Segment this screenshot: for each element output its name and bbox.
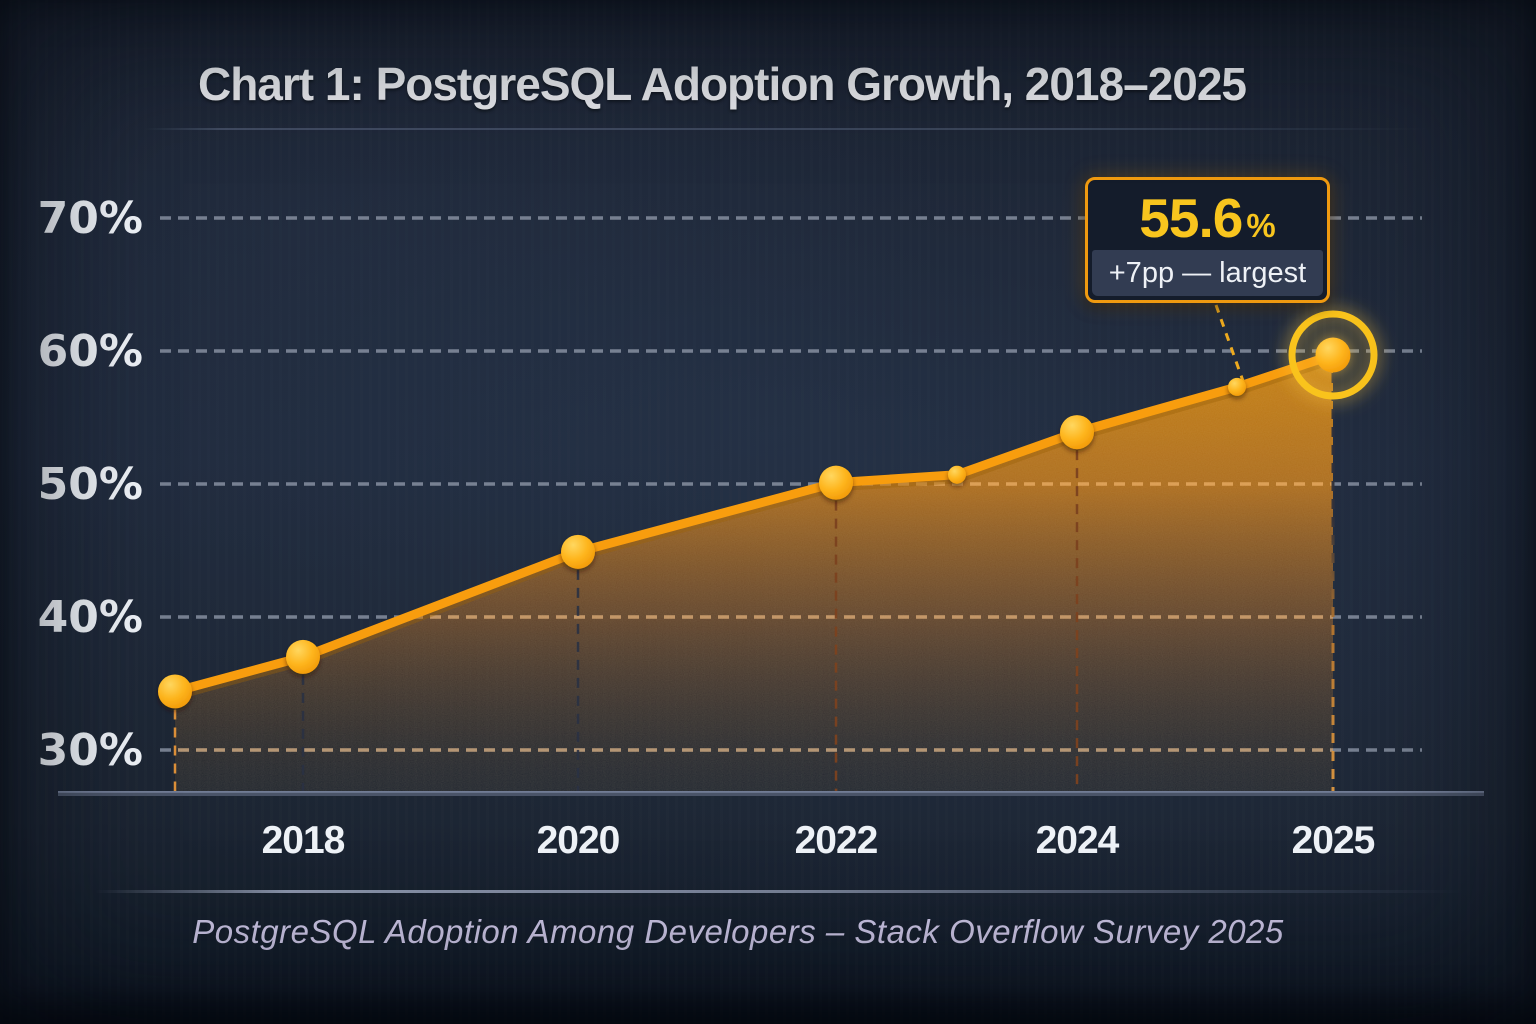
callout: 55.6 % +7pp — largest — [1085, 177, 1330, 303]
y-axis-tick-label: 60% — [38, 326, 143, 377]
callout-value-row: 55.6 % — [1088, 180, 1327, 252]
data-point — [158, 674, 192, 709]
y-axis-tick-label: 40% — [38, 592, 143, 643]
callout-note: +7pp — largest — [1092, 250, 1323, 296]
highlight-ring — [1288, 310, 1378, 400]
data-point — [286, 639, 320, 674]
x-axis-tick-label: 2022 — [795, 819, 878, 862]
axis-baseline — [58, 791, 1484, 796]
data-point-small — [948, 465, 966, 484]
axis-baseline-highlight — [58, 791, 1484, 793]
x-axis-tick-label: 2024 — [1036, 819, 1120, 862]
callout-unit: % — [1246, 207, 1276, 244]
trend-line — [170, 350, 1338, 696]
data-point — [1060, 415, 1094, 450]
highlight-group — [1288, 310, 1378, 400]
chart-caption: PostgreSQL Adoption Among Developers – S… — [192, 913, 1284, 950]
callout-connector — [1214, 304, 1245, 382]
data-point — [819, 465, 853, 500]
y-axis-tick-label: 50% — [38, 459, 143, 510]
x-axis-tick-label: 2025 — [1292, 819, 1375, 862]
data-point — [561, 534, 595, 569]
data-point-small — [1228, 377, 1246, 396]
x-axis-tick-label: 2018 — [262, 819, 345, 862]
x-axis-tick-label: 2020 — [537, 819, 620, 862]
callout-value: 55.6 — [1139, 187, 1243, 249]
y-axis-tick-label: 30% — [38, 725, 143, 776]
data-point — [1315, 337, 1351, 373]
y-axis-tick-label: 70% — [38, 193, 143, 244]
